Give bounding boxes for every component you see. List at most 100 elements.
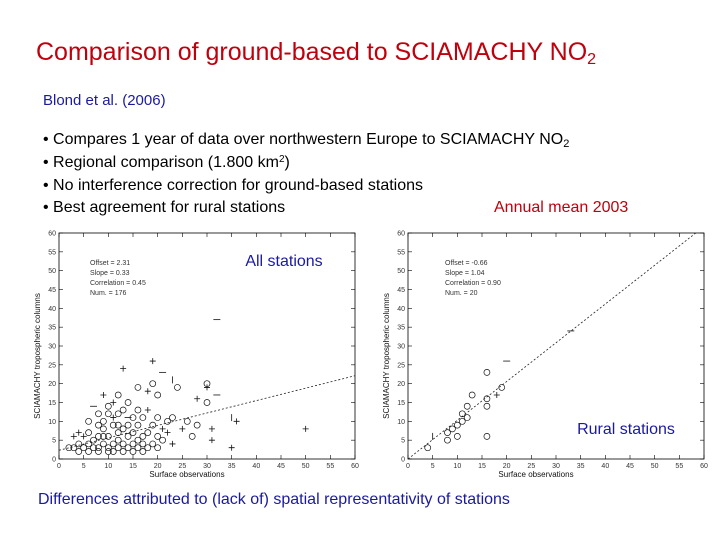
data-point-circle bbox=[183, 417, 191, 425]
y-tick-label: 60 bbox=[397, 231, 405, 238]
stats-line: Num. = 20 bbox=[445, 290, 478, 297]
data-point-circle bbox=[453, 433, 461, 440]
y-tick-label: 45 bbox=[48, 287, 56, 294]
data-point-circle bbox=[70, 444, 78, 452]
data-point-circle bbox=[100, 425, 107, 433]
x-tick-label: 10 bbox=[453, 463, 461, 470]
title-text: Comparison of ground-based to SCIAMACHY … bbox=[36, 38, 588, 66]
data-point-circle bbox=[483, 402, 491, 410]
y-tick-label: 40 bbox=[397, 306, 405, 313]
x-tick-label: 50 bbox=[651, 463, 659, 470]
data-point-circle bbox=[129, 448, 137, 455]
x-tick-label: 20 bbox=[503, 463, 511, 470]
data-point-circle bbox=[104, 448, 112, 455]
y-tick-label: 50 bbox=[48, 268, 56, 275]
data-point-circle bbox=[498, 384, 506, 391]
x-tick-label: 40 bbox=[601, 463, 609, 470]
y-tick-label: 15 bbox=[397, 400, 405, 407]
data-point-plus bbox=[179, 425, 186, 432]
y-tick-label: 10 bbox=[48, 419, 56, 426]
data-point-circle bbox=[75, 440, 83, 448]
data-point-circle bbox=[85, 417, 92, 425]
data-point-circle bbox=[139, 433, 147, 440]
data-point-circle bbox=[104, 433, 112, 440]
stats-line: Slope = 0.33 bbox=[90, 270, 130, 277]
data-point-circle bbox=[109, 440, 117, 448]
y-axis-label: SCIAMACHY tropospheric columns bbox=[33, 293, 42, 419]
data-point-circle bbox=[164, 417, 171, 425]
data-point-circle bbox=[114, 410, 122, 418]
x-tick-label: 35 bbox=[577, 463, 585, 470]
data-point-circle bbox=[458, 417, 466, 425]
data-point-circle bbox=[149, 421, 157, 429]
x-tick-label: 50 bbox=[302, 463, 310, 470]
bullet-item: • No interference correction for ground-… bbox=[43, 177, 424, 194]
x-axis-label: Surface observations bbox=[498, 470, 573, 479]
data-point-circle bbox=[468, 391, 476, 399]
data-point-plus bbox=[120, 365, 127, 372]
data-point-circle bbox=[104, 402, 112, 410]
x-tick-label: 30 bbox=[552, 463, 560, 470]
data-point-circle bbox=[193, 421, 201, 429]
data-point-circle bbox=[109, 421, 117, 429]
data-point-circle bbox=[444, 429, 451, 436]
data-point-circle bbox=[203, 399, 211, 406]
y-tick-label: 45 bbox=[397, 287, 405, 294]
y-tick-label: 20 bbox=[48, 381, 56, 388]
data-point-circle bbox=[100, 417, 107, 425]
data-point-circle bbox=[483, 395, 491, 403]
data-point-circle bbox=[85, 448, 92, 455]
data-point-circle bbox=[100, 433, 107, 440]
data-point-circle bbox=[134, 406, 142, 414]
data-point-circle bbox=[139, 448, 147, 455]
data-point-circle bbox=[453, 421, 461, 429]
y-tick-label: 0 bbox=[401, 457, 405, 464]
data-point-circle bbox=[85, 440, 92, 448]
data-point-circle bbox=[124, 421, 132, 429]
scatter-plot-rural-stations: 0 5 10 15 20 25 30 35 40 45 50 55 60 0 5 10 15 20 25 30 35 40… bbox=[382, 231, 708, 480]
data-point-plus bbox=[194, 395, 201, 402]
x-tick-label: 20 bbox=[154, 463, 162, 470]
y-tick-label: 0 bbox=[52, 457, 56, 464]
data-point-plus bbox=[228, 444, 235, 451]
data-point-circle bbox=[114, 391, 122, 399]
y-tick-label: 25 bbox=[48, 362, 56, 369]
x-tick-label: 25 bbox=[178, 463, 186, 470]
data-point-circle bbox=[154, 414, 162, 421]
bullet-item: • Regional comparison (1.800 km2) bbox=[43, 154, 290, 171]
x-tick-label: 0 bbox=[406, 463, 410, 470]
data-point-plus bbox=[169, 440, 176, 447]
x-tick-label: 35 bbox=[228, 463, 236, 470]
x-tick-label: 40 bbox=[252, 463, 260, 470]
regression-line bbox=[58, 375, 356, 451]
data-point-circle bbox=[129, 429, 137, 436]
data-point-circle bbox=[124, 433, 132, 440]
data-point-circle bbox=[100, 440, 107, 448]
y-tick-label: 50 bbox=[397, 268, 405, 275]
y-tick-label: 10 bbox=[397, 419, 405, 426]
x-tick-label: 55 bbox=[326, 463, 334, 470]
x-axis-label: Surface observations bbox=[149, 470, 224, 479]
x-tick-label: 5 bbox=[431, 463, 435, 470]
data-point-circle bbox=[449, 425, 456, 433]
data-point-circle bbox=[154, 391, 162, 399]
footer-note: Differences attributed to (lack of) spat… bbox=[38, 491, 510, 508]
data-point-circle bbox=[124, 444, 132, 452]
y-tick-label: 40 bbox=[48, 306, 56, 313]
data-point-circle bbox=[95, 444, 102, 452]
data-point-plus bbox=[208, 437, 215, 444]
x-tick-label: 10 bbox=[104, 463, 112, 470]
x-tick-label: 15 bbox=[129, 463, 137, 470]
data-point-plus bbox=[80, 433, 87, 440]
x-tick-label: 55 bbox=[675, 463, 683, 470]
data-point-circle bbox=[114, 429, 122, 436]
y-tick-label: 30 bbox=[397, 344, 405, 351]
data-point-plus bbox=[208, 425, 215, 432]
x-tick-label: 45 bbox=[626, 463, 634, 470]
stats-line: Num. = 176 bbox=[90, 290, 126, 297]
regression-line bbox=[407, 232, 696, 460]
data-point-plus bbox=[144, 407, 151, 414]
data-point-circle bbox=[483, 369, 491, 376]
y-tick-label: 35 bbox=[397, 325, 405, 332]
